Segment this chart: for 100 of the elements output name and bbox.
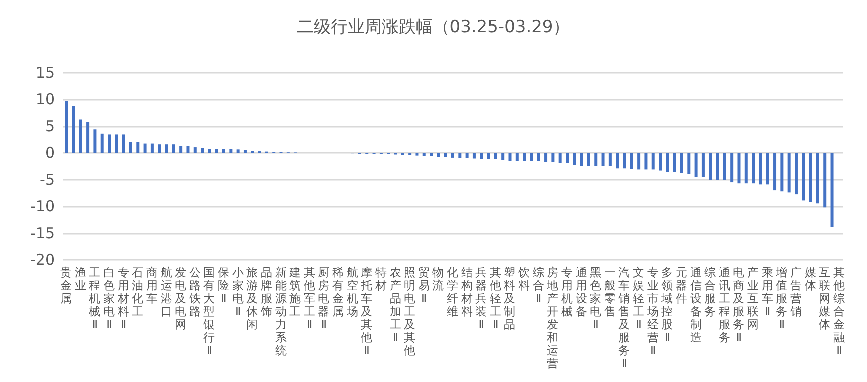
x-tick-label: 摩托车及其他Ⅱ bbox=[360, 266, 374, 358]
x-tick-label: 产业互联网 bbox=[748, 266, 760, 332]
bar bbox=[809, 153, 812, 202]
bar bbox=[824, 153, 827, 208]
bar bbox=[523, 153, 526, 162]
x-tick-label: 商用车 bbox=[146, 266, 158, 306]
y-tick-label: 10 bbox=[36, 90, 55, 109]
x-tick-label: 发电及电网 bbox=[175, 266, 188, 332]
x-tick-label: 其他轻工Ⅱ bbox=[490, 266, 502, 332]
x-tick-label: 饮料 bbox=[518, 266, 531, 292]
bar bbox=[122, 134, 126, 154]
y-tick-label: -5 bbox=[40, 170, 55, 189]
bar bbox=[694, 153, 698, 178]
x-tick-label: 黑色家电Ⅱ bbox=[590, 266, 602, 332]
x-tick-label: 房地产开发和运营 bbox=[546, 266, 560, 370]
x-tick-label: 一般零售 bbox=[604, 266, 616, 318]
bar bbox=[780, 153, 784, 192]
x-tick-label: 小家电Ⅱ bbox=[232, 266, 244, 318]
y-tick-label: -10 bbox=[30, 198, 55, 216]
bar bbox=[65, 101, 68, 154]
bar bbox=[766, 153, 770, 185]
x-tick-label: 国有大型银行Ⅱ bbox=[202, 266, 216, 358]
x-tick-label: 专业市场经营Ⅱ bbox=[646, 266, 660, 358]
bar bbox=[472, 153, 476, 159]
bar bbox=[144, 144, 147, 154]
x-tick-label: 其他综合金融Ⅱ bbox=[833, 266, 846, 358]
bar bbox=[659, 153, 662, 171]
x-tick-label: 文娱轻工Ⅱ bbox=[633, 266, 646, 332]
x-tick-label: 增值服务Ⅱ bbox=[775, 266, 788, 332]
bar bbox=[830, 153, 834, 228]
x-tick-label: 结构材料 bbox=[460, 266, 474, 318]
bar bbox=[788, 153, 791, 193]
bar bbox=[752, 153, 756, 184]
bar bbox=[416, 153, 419, 156]
x-tick-label: 稀有金属 bbox=[332, 266, 345, 318]
bar bbox=[537, 153, 540, 162]
bar bbox=[723, 153, 726, 180]
bar bbox=[794, 153, 798, 195]
bar bbox=[480, 153, 484, 160]
x-tick-label: 工程机械Ⅱ bbox=[89, 266, 102, 332]
x-tick-label: 贵金属 bbox=[60, 266, 73, 306]
bar bbox=[201, 148, 204, 154]
x-tick-label: 通信设备制造 bbox=[690, 266, 702, 344]
bar bbox=[602, 153, 605, 166]
bar bbox=[208, 149, 212, 154]
x-tick-label: 渔业 bbox=[74, 266, 87, 292]
bar bbox=[487, 153, 490, 160]
x-tick-label: 航空机场 bbox=[346, 266, 359, 318]
bar bbox=[158, 144, 162, 154]
bar bbox=[816, 153, 820, 204]
bar bbox=[580, 153, 584, 166]
bar bbox=[72, 106, 76, 154]
bar bbox=[466, 153, 469, 158]
bar bbox=[573, 153, 576, 166]
x-tick-label: 厨房电器Ⅱ bbox=[318, 266, 330, 332]
x-tick-label: 照明电工及其他 bbox=[404, 266, 416, 358]
bar bbox=[230, 149, 233, 154]
y-tick-label: 5 bbox=[45, 117, 55, 136]
bar bbox=[516, 153, 519, 162]
bar bbox=[630, 153, 634, 170]
bar bbox=[458, 153, 462, 158]
x-tick-label: 白色家电Ⅱ bbox=[104, 266, 116, 332]
bar bbox=[236, 150, 240, 154]
bar bbox=[129, 142, 132, 154]
bar bbox=[644, 153, 648, 170]
x-tick-label: 石油化工 bbox=[132, 266, 144, 318]
bar bbox=[702, 153, 705, 178]
bar bbox=[594, 153, 598, 166]
bar bbox=[688, 153, 691, 175]
y-tick-label: 0 bbox=[45, 144, 55, 162]
y-tick-label: -15 bbox=[30, 224, 55, 242]
bar bbox=[222, 149, 226, 154]
bar bbox=[172, 144, 176, 154]
x-tick-label: 互联网媒体 bbox=[819, 266, 832, 332]
bar bbox=[186, 146, 190, 154]
x-tick-label: 公路铁路 bbox=[188, 266, 202, 318]
x-tick-label: 多领域控股Ⅱ bbox=[660, 266, 674, 344]
bar bbox=[566, 153, 569, 164]
x-tick-label: 综合Ⅱ bbox=[532, 266, 545, 306]
bar bbox=[530, 153, 534, 162]
bar bbox=[680, 153, 684, 174]
bar bbox=[716, 153, 720, 180]
bar bbox=[638, 153, 641, 170]
x-tick-label: 航运港口 bbox=[160, 266, 173, 318]
bar bbox=[759, 153, 762, 185]
bar bbox=[452, 153, 454, 158]
x-tick-label: 旅游及休闲 bbox=[246, 266, 259, 332]
x-tick-label: 建筑施工 bbox=[288, 266, 302, 318]
bar bbox=[666, 153, 670, 172]
x-tick-label: 专用材料Ⅱ bbox=[116, 266, 130, 332]
bar bbox=[608, 153, 612, 166]
bar bbox=[623, 153, 626, 169]
bar bbox=[444, 153, 448, 158]
bar bbox=[437, 153, 440, 158]
x-tick-label: 广告营销 bbox=[789, 266, 802, 318]
x-tick-label: 元器件 bbox=[676, 266, 688, 306]
bar bbox=[744, 153, 748, 184]
x-tick-label: 通用设备 bbox=[576, 266, 588, 318]
x-tick-label: 其他军工Ⅱ bbox=[304, 266, 316, 332]
x-tick-label: 乘用车Ⅱ bbox=[762, 266, 774, 318]
